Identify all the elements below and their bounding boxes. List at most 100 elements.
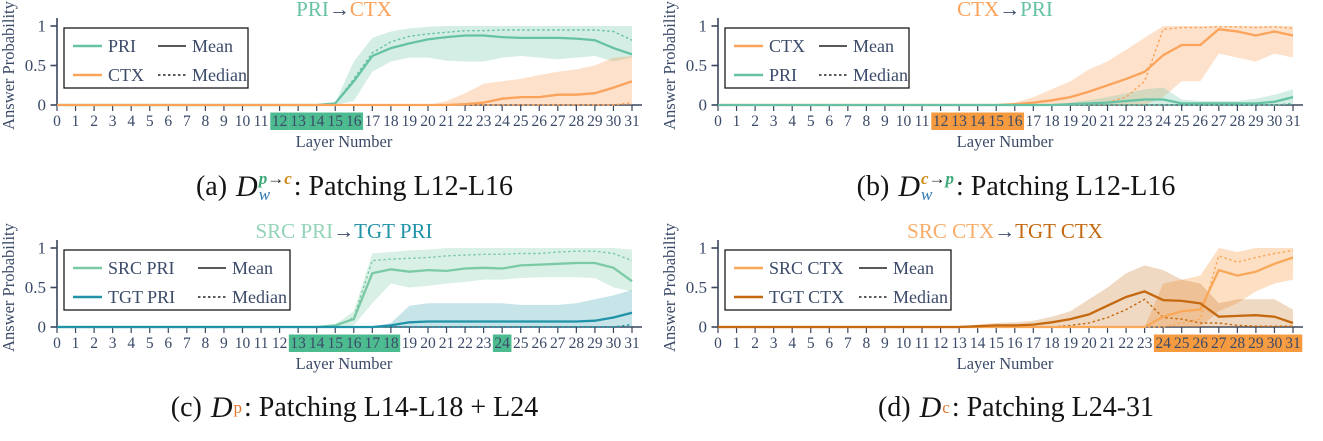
subplot-d: SRC CTX→TGT CTX Answer Probability 0 0.5 1 0 1… <box>661 222 1323 374</box>
caption-subscript: c <box>942 397 950 417</box>
caption-superscript: c <box>284 169 292 189</box>
x-tick-label: 19 <box>402 335 418 352</box>
x-tick-highlight <box>1246 334 1266 352</box>
x-tick-label: 5 <box>807 113 815 130</box>
plot-title: SRC CTX→TGT CTX <box>907 222 1103 243</box>
x-tick-label: 28 <box>1230 113 1246 130</box>
x-tick-label: 15 <box>327 113 343 130</box>
x-tick-label: 1 <box>72 113 80 130</box>
x-tick-label: 12 <box>933 335 949 352</box>
subplot-c: SRC PRI→TGT PRI Answer Probability 0 0.5 1 0 1… <box>0 222 661 374</box>
caption-subscript: w <box>258 185 271 204</box>
series-mean-pri <box>718 95 1294 107</box>
x-tick-highlight <box>1190 334 1210 352</box>
legend-style-label: Mean <box>893 258 934 278</box>
x-tick-label: 21 <box>439 335 455 352</box>
x-tick-label: 4 <box>127 113 135 130</box>
series-band-src-ctx <box>718 248 1293 327</box>
x-tick-label: 19 <box>1063 113 1079 130</box>
x-tick-label: 15 <box>988 113 1004 130</box>
x-tick-label: 24 <box>1155 113 1171 130</box>
y-tick-label: 1 <box>38 239 47 258</box>
x-tick-highlight <box>1209 334 1229 352</box>
x-tick-label: 10 <box>896 113 912 130</box>
x-tick-label: 0 <box>714 113 722 130</box>
x-tick-label: 2 <box>751 113 759 130</box>
x-tick-label: 0 <box>714 335 722 352</box>
y-axis-label: Answer Probability <box>0 222 18 352</box>
x-tick-label: 7 <box>183 113 191 130</box>
x-tick-label: 9 <box>220 113 228 130</box>
legend-style-label: Mean <box>192 36 233 56</box>
series-mean-tgt-pri <box>57 311 633 329</box>
x-tick-label: 4 <box>788 335 796 352</box>
x-tick-label: 0 <box>53 113 61 130</box>
x-tick-label: 22 <box>457 113 473 130</box>
x-tick-label: 8 <box>863 113 871 130</box>
x-tick-label: 22 <box>457 335 473 352</box>
caption-superscript: → <box>267 169 285 189</box>
series-mean-ctx <box>57 80 633 107</box>
x-tick-label: 10 <box>896 335 912 352</box>
legend: CTX Mean PRI Median <box>724 27 910 89</box>
y-tick-label: 1 <box>38 17 47 36</box>
x-tick-highlight <box>1265 334 1284 352</box>
x-tick-label: 12 <box>272 335 288 352</box>
x-axis-label: Layer Number <box>296 354 393 373</box>
x-tick-label: 31 <box>1285 335 1301 352</box>
x-tick-highlight <box>270 112 289 130</box>
x-tick-label: 25 <box>513 335 529 352</box>
plot-title: SRC PRI→TGT PRI <box>256 222 433 243</box>
x-tick-label: 30 <box>1267 335 1283 352</box>
legend-style-label: Median <box>232 287 287 307</box>
series-band-tgt-pri <box>57 289 632 327</box>
x-tick-label: 13 <box>290 335 306 352</box>
x-tick-label: 20 <box>420 113 436 130</box>
legend-box <box>724 27 910 89</box>
x-tick-highlight <box>288 334 308 352</box>
x-tick-label: 8 <box>202 113 210 130</box>
x-tick-label: 25 <box>513 113 529 130</box>
x-tick-label: 11 <box>915 113 930 130</box>
y-tick-label: 0 <box>699 96 708 115</box>
x-tick-label: 27 <box>1211 113 1227 130</box>
x-tick-highlight <box>307 334 326 352</box>
plot-title: PRI→CTX <box>296 0 392 21</box>
x-tick-label: 15 <box>327 335 343 352</box>
x-tick-label: 5 <box>146 335 154 352</box>
x-tick-label: 13 <box>951 335 967 352</box>
y-tick-label: 0.5 <box>686 56 707 75</box>
x-tick-label: 15 <box>988 335 1004 352</box>
series-mean-tgt-ctx <box>718 290 1294 329</box>
x-tick-label: 18 <box>1044 113 1060 130</box>
x-tick-label: 10 <box>235 335 251 352</box>
series-band-ctx <box>718 26 1293 105</box>
x-tick-highlight <box>949 112 969 130</box>
x-tick-label: 22 <box>1118 113 1134 130</box>
x-tick-label: 0 <box>53 335 61 352</box>
caption-supsub: c→p w <box>921 170 954 203</box>
x-tick-label: 26 <box>532 113 548 130</box>
x-tick-label: 20 <box>1081 335 1097 352</box>
x-tick-label: 26 <box>1193 335 1209 352</box>
legend-style-label: Mean <box>232 258 273 278</box>
x-tick-highlight <box>492 334 512 352</box>
y-tick-label: 0 <box>38 96 47 115</box>
x-tick-highlight <box>1228 334 1247 352</box>
x-tick-label: 3 <box>770 335 778 352</box>
x-tick-label: 5 <box>146 113 154 130</box>
legend-style-label: Mean <box>853 36 894 56</box>
x-tick-highlight <box>1172 334 1192 352</box>
x-tick-label: 9 <box>881 335 889 352</box>
legend-label: TGT CTX <box>769 287 844 307</box>
caption-label: : Patching L14-L18 + L24 <box>244 391 539 423</box>
caption-label: : Patching L24-31 <box>951 391 1155 423</box>
caption-label: (c) <box>170 391 209 423</box>
x-tick-label: 16 <box>346 113 362 130</box>
x-tick-label: 9 <box>220 335 228 352</box>
x-tick-label: 2 <box>751 335 759 352</box>
